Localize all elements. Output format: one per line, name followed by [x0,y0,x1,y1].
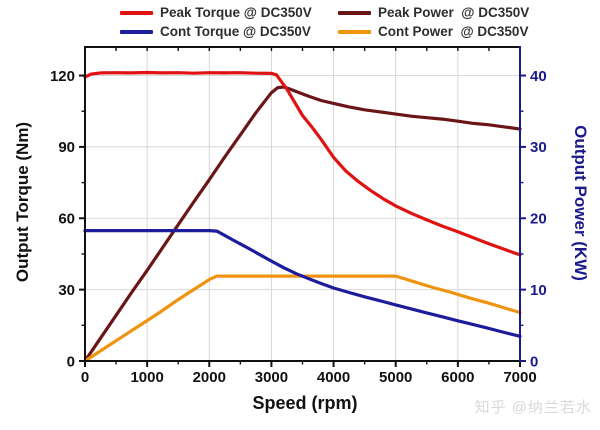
watermark-text: 知乎 @纳兰若水 [474,399,592,416]
x-tick-label: 3000 [255,369,288,386]
legend-line-swatch [338,30,371,34]
y-left-tick-label: 60 [58,211,75,228]
legend-label: Cont Power @ DC350V [378,24,529,39]
legend-line-swatch [338,11,371,15]
y-left-tick-label: 90 [58,139,75,156]
y-right-tick-label: 40 [530,68,547,85]
series-line-cont-power-dc350v [83,274,522,363]
legend-line-swatch [120,11,153,15]
legend-label: Peak Power @ DC350V [378,5,530,20]
y-right-tick-label: 10 [530,282,547,299]
legend-label: Cont Torque @ DC350V [160,24,311,39]
series-line-peak-torque-dc350v [83,70,522,257]
y-right-tick-label: 30 [530,139,547,156]
legend-item: Cont Torque @ DC350V [120,24,338,40]
x-axis-title: Speed (rpm) [252,393,358,413]
legend-item: Peak Power @ DC350V [338,5,576,21]
y-left-tick-label: 0 [67,353,75,370]
y-right-axis-title: Output Power (KW) [571,125,590,281]
y-left-tick-label: 30 [58,282,75,299]
x-tick-label: 2000 [193,369,226,386]
x-tick-label: 4000 [317,369,350,386]
x-tick-label: 7000 [503,369,536,386]
y-left-tick-label: 120 [50,68,75,85]
y-right-tick-label: 20 [530,211,547,228]
series-line-peak-power-dc350v [83,85,522,363]
series-line-cont-torque-dc350v [83,229,522,338]
x-tick-label: 0 [81,369,89,386]
x-tick-label: 6000 [441,369,474,386]
legend-item: Peak Torque @ DC350V [120,5,338,21]
legend-item: Cont Power @ DC350V [338,24,576,40]
x-tick-label: 5000 [379,369,412,386]
y-right-tick-label: 0 [530,353,538,370]
chart-legend: Peak Torque @ DC350V Peak Power @ DC350V C… [120,5,576,40]
legend-label: Peak Torque @ DC350V [160,5,312,20]
x-tick-label: 1000 [130,369,163,386]
legend-line-swatch [120,30,153,34]
y-left-axis-title: Output Torque (Nm) [13,121,32,283]
